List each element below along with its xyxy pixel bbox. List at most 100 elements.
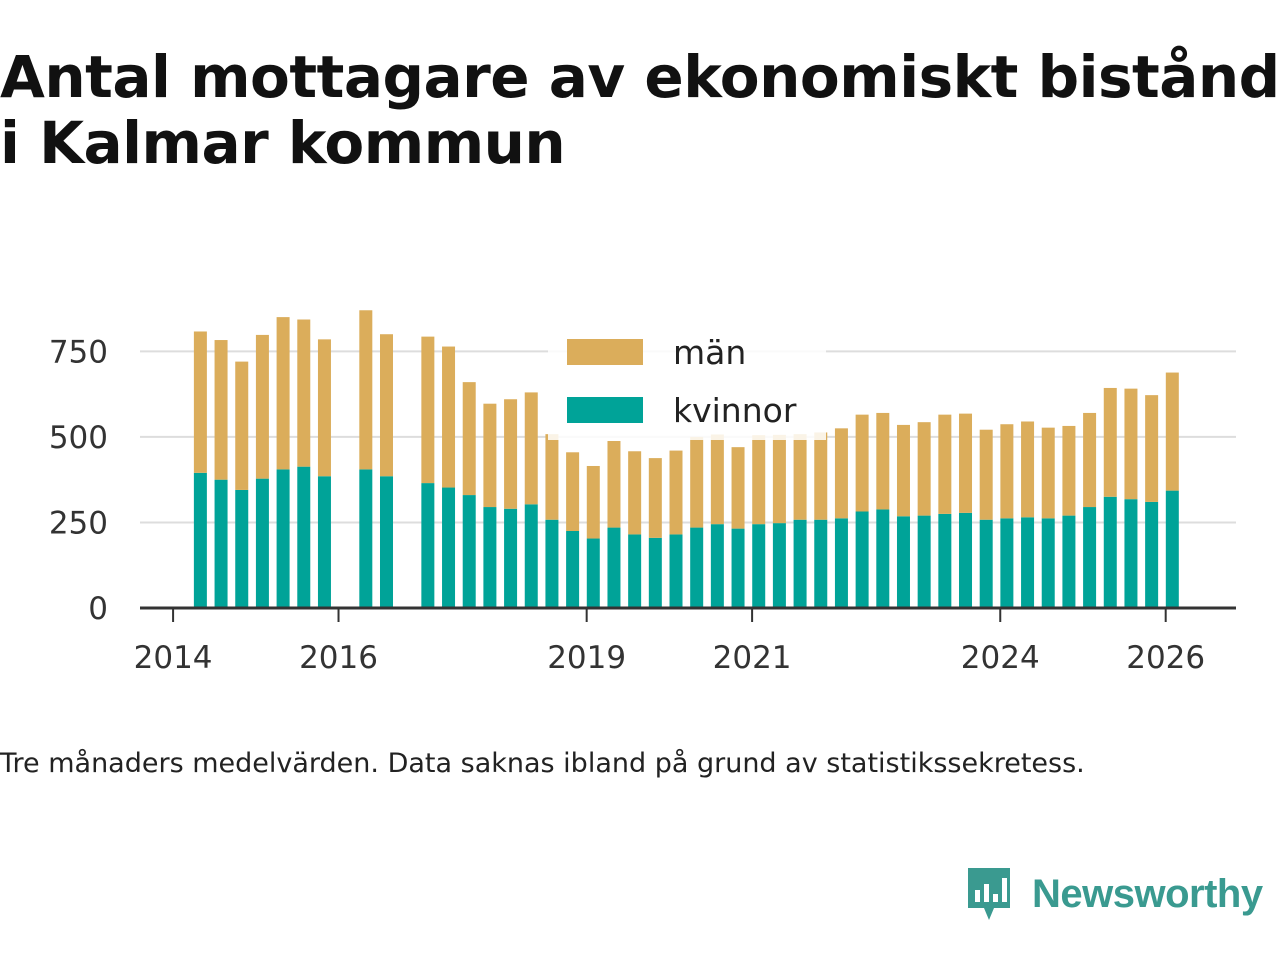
bar-kvinnor-28	[814, 519, 828, 608]
brand-name: Newsworthy	[1032, 871, 1263, 916]
bar-kvinnor-0	[193, 472, 207, 608]
bar-kvinnor-38	[1021, 517, 1035, 608]
bar-kvinnor-13	[504, 508, 518, 608]
bar-kvinnor-41	[1083, 507, 1097, 608]
bar-man-42	[1103, 387, 1117, 497]
bar-kvinnor-24	[731, 528, 745, 608]
bar-kvinnor-2	[235, 489, 249, 608]
bar-kvinnor-5	[297, 466, 311, 608]
bar-kvinnor-30	[855, 511, 869, 608]
bar-man-41	[1083, 412, 1097, 508]
bar-man-8	[379, 334, 393, 477]
x-tick-label-2021: 2021	[713, 640, 792, 676]
bar-man-25	[752, 435, 766, 525]
bar-man-15	[545, 434, 559, 520]
bar-kvinnor-40	[1062, 515, 1076, 608]
bar-man-6	[317, 339, 331, 477]
chart-title-line-2: i Kalmar kommun	[0, 109, 566, 177]
bar-man-22	[690, 436, 704, 528]
bar-kvinnor-32	[896, 516, 910, 608]
x-tick-label-2019: 2019	[547, 640, 626, 676]
bar-man-9	[421, 336, 435, 484]
bar-kvinnor-22	[690, 527, 704, 608]
bar-man-35	[959, 413, 973, 513]
bar-man-30	[855, 414, 869, 512]
bar-man-33	[917, 422, 931, 516]
bar-kvinnor-14	[524, 504, 538, 608]
bar-kvinnor-10	[442, 487, 456, 608]
bar-man-39	[1041, 427, 1055, 519]
bar-kvinnor-45	[1165, 490, 1179, 608]
bar-kvinnor-15	[545, 519, 559, 608]
bar-man-37	[1000, 424, 1014, 519]
bar-man-32	[896, 424, 910, 517]
bar-kvinnor-27	[793, 519, 807, 608]
bar-kvinnor-31	[876, 509, 890, 608]
bar-kvinnor-17	[586, 538, 600, 608]
bar-kvinnor-43	[1124, 499, 1138, 608]
newsworthy-logo-icon	[968, 868, 1010, 920]
y-tick-label-500: 500	[49, 420, 108, 456]
bar-kvinnor-11	[462, 495, 476, 608]
bar-kvinnor-25	[752, 524, 766, 608]
bar-kvinnor-36	[979, 519, 993, 608]
bar-kvinnor-3	[255, 478, 269, 608]
bar-man-43	[1124, 388, 1138, 500]
bar-kvinnor-6	[317, 476, 331, 608]
bar-kvinnor-42	[1103, 496, 1117, 608]
bar-kvinnor-18	[607, 527, 621, 608]
bar-man-45	[1165, 372, 1179, 491]
bar-kvinnor-4	[276, 469, 290, 608]
bar-kvinnor-44	[1145, 501, 1159, 608]
bar-man-14	[524, 392, 538, 505]
bar-man-28	[814, 432, 828, 520]
x-tick-label-2026: 2026	[1126, 640, 1205, 676]
bar-man-12	[483, 403, 497, 508]
bar-man-7	[359, 310, 373, 470]
bar-man-1	[214, 340, 228, 480]
bar-man-19	[628, 451, 642, 535]
bar-man-17	[586, 465, 600, 539]
y-tick-label-250: 250	[49, 505, 108, 541]
bar-man-31	[876, 412, 890, 510]
bar-man-4	[276, 317, 290, 470]
bar-man-34	[938, 414, 952, 514]
bar-kvinnor-34	[938, 513, 952, 608]
x-tick-label-2016: 2016	[299, 640, 378, 676]
chart-footnote: Tre månaders medelvärden. Data saknas ib…	[0, 748, 1085, 779]
bar-kvinnor-9	[421, 483, 435, 608]
bar-man-29	[834, 428, 848, 519]
bar-kvinnor-12	[483, 507, 497, 608]
bar-kvinnor-33	[917, 515, 931, 608]
bar-man-13	[504, 399, 518, 509]
legend-swatch-0	[567, 339, 643, 365]
bar-kvinnor-37	[1000, 518, 1014, 608]
bar-man-40	[1062, 425, 1076, 516]
stacked-bar-chart: 0 250 500 750 2014 2016 2019 2021 2024 2026 män kvi…	[49, 310, 1236, 676]
bar-kvinnor-19	[628, 534, 642, 608]
bar-man-20	[648, 458, 662, 538]
bar-kvinnor-39	[1041, 518, 1055, 608]
chart-title-line-1: Antal mottagare av ekonomiskt bistånd	[0, 43, 1280, 111]
chart-title: Antal mottagare av ekonomiskt bistånd i …	[0, 44, 1280, 176]
bar-man-5	[297, 319, 311, 467]
bar-kvinnor-7	[359, 469, 373, 608]
bar-man-2	[235, 361, 249, 490]
bar-man-18	[607, 440, 621, 528]
y-tick-label-0: 0	[88, 591, 108, 627]
bar-kvinnor-16	[566, 531, 580, 608]
bar-man-38	[1021, 421, 1035, 518]
bar-man-44	[1145, 395, 1159, 502]
bar-man-23	[710, 434, 724, 525]
x-tick-label-2014: 2014	[134, 640, 213, 676]
bar-kvinnor-29	[834, 518, 848, 608]
brand-logo: Newsworthy	[964, 864, 1263, 924]
bar-man-11	[462, 382, 476, 496]
bar-kvinnor-1	[214, 479, 228, 608]
legend-label-0: män	[673, 333, 746, 372]
bar-kvinnor-23	[710, 524, 724, 608]
bar-man-16	[566, 452, 580, 531]
bar-kvinnor-21	[669, 534, 683, 608]
bar-man-10	[442, 346, 456, 488]
x-tick-label-2024: 2024	[961, 640, 1040, 676]
